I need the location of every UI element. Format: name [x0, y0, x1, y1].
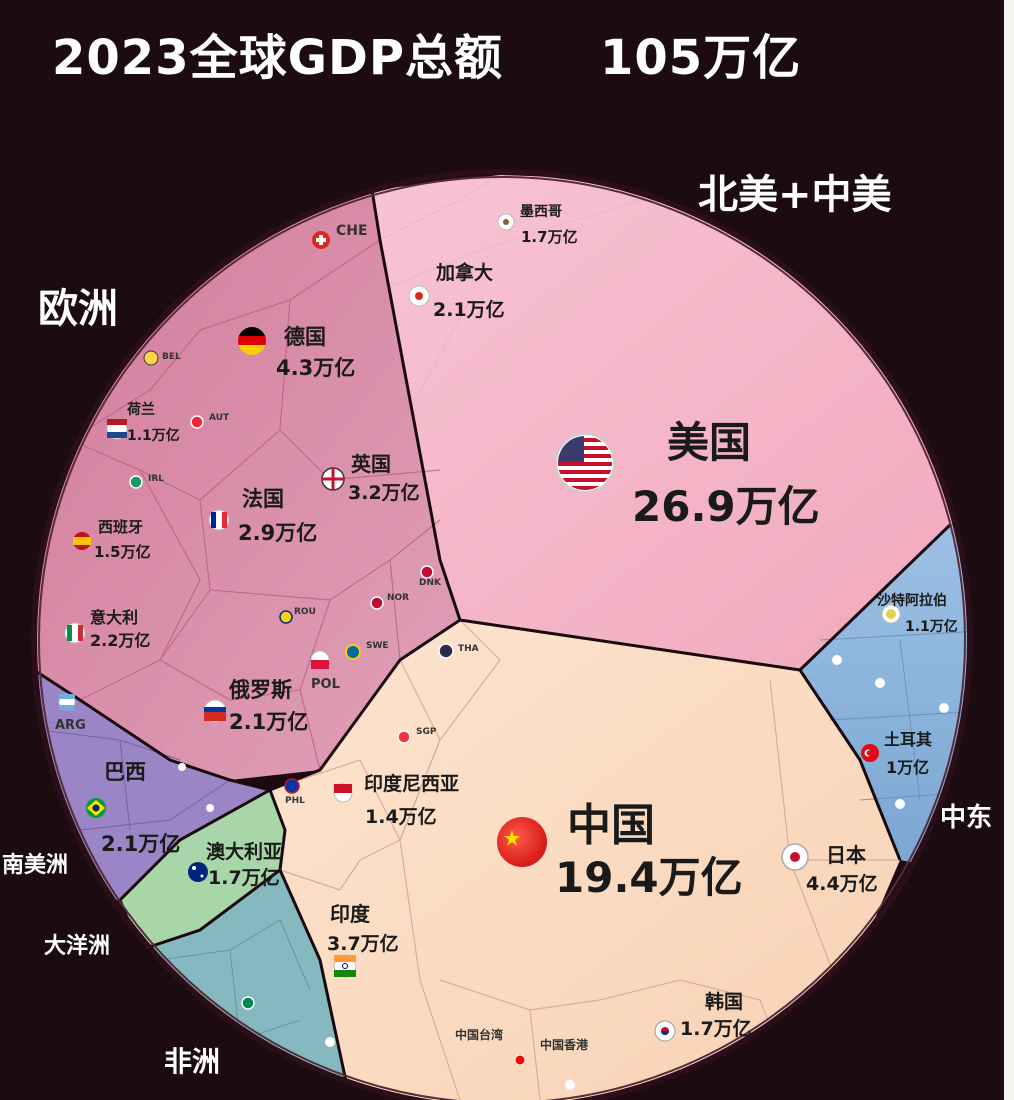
label-australia-value: 1.7万亿	[208, 866, 280, 889]
argentina-flag-icon	[58, 693, 76, 711]
label-mexico-value: 1.7万亿	[521, 228, 578, 246]
korea-flag-icon	[654, 1020, 676, 1042]
small-flag-icons	[129, 350, 949, 1090]
cell-borders-na	[379, 179, 641, 411]
australia-flag-icon	[188, 862, 208, 882]
label-france-value: 2.9万亿	[238, 521, 317, 545]
label-turkey-name: 土耳其	[884, 730, 932, 749]
label-china-value: 19.4万亿	[555, 853, 743, 902]
label-saudi-value: 1.1万亿	[905, 618, 958, 635]
label-canada-value: 2.1万亿	[433, 298, 505, 321]
label-india-value: 3.7万亿	[327, 932, 399, 955]
region-asia	[270, 620, 900, 1100]
label-mexico-name: 墨西哥	[520, 204, 562, 220]
us-flag-icon	[555, 433, 615, 493]
china-flag-icon	[497, 817, 547, 867]
label-russia-name: 俄罗斯	[228, 678, 292, 702]
region-label-middle-east: 中东	[940, 802, 992, 833]
region-label-oceania: 大洋洲	[44, 933, 110, 959]
germany-flag-icon	[238, 327, 266, 355]
code-phl: PHL	[285, 796, 305, 806]
uk-flag-icon	[321, 467, 345, 491]
mexico-flag-icon	[497, 213, 515, 231]
small-cell-codes: CHE BEL AUT IRL POL SWE NOR DNK ROU ARG …	[55, 223, 589, 1052]
label-brazil-name: 巴西	[104, 760, 146, 784]
label-netherlands-name: 荷兰	[126, 401, 155, 418]
label-germany-value: 4.3万亿	[276, 356, 355, 380]
label-usa-name: 美国	[667, 418, 751, 467]
chart-total: 105万亿	[600, 30, 802, 86]
code-sgp: SGP	[416, 727, 437, 737]
russia-flag-icon	[203, 699, 227, 723]
label-saudi-name: 沙特阿拉伯	[877, 592, 947, 609]
japan-flag-icon	[781, 843, 809, 871]
region-label-north-america: 北美+中美	[698, 172, 892, 218]
chart-title: 2023全球GDP总额	[52, 30, 504, 86]
code-hkg: 中国香港	[540, 1037, 589, 1052]
code-rou: ROU	[294, 607, 316, 617]
cell-borders-me	[819, 629, 970, 801]
label-japan-name: 日本	[826, 843, 866, 867]
label-uk-name: 英国	[351, 452, 391, 476]
label-india-name: 印度	[330, 902, 371, 926]
saudi-flag-icon	[881, 604, 901, 624]
label-uk-value: 3.2万亿	[348, 481, 420, 504]
label-korea-name: 韩国	[705, 990, 743, 1013]
code-swe: SWE	[366, 641, 389, 651]
canada-flag-icon	[408, 285, 430, 307]
code-aut: AUT	[209, 413, 230, 423]
inner-ring	[38, 176, 966, 1100]
code-dnk: DNK	[419, 578, 442, 588]
label-korea-value: 1.7万亿	[680, 1017, 752, 1040]
label-indonesia-value: 1.4万亿	[365, 805, 437, 828]
label-netherlands-value: 1.1万亿	[127, 427, 180, 444]
poland-flag-icon	[310, 650, 330, 670]
label-italy-value: 2.2万亿	[90, 631, 150, 650]
label-brazil-value: 2.1万亿	[101, 832, 180, 856]
label-spain-name: 西班牙	[98, 518, 143, 536]
turkey-flag-icon	[861, 744, 879, 762]
indonesia-flag-icon	[333, 783, 353, 803]
code-irl: IRL	[148, 474, 164, 484]
netherlands-flag-icon	[106, 418, 128, 440]
label-russia-value: 2.1万亿	[229, 710, 308, 734]
code-che: CHE	[336, 223, 368, 239]
label-germany-name: 德国	[284, 325, 326, 349]
label-china-name: 中国	[567, 800, 655, 851]
cell-labels: 美国 26.9万亿 中国 19.4万亿 日本 4.4万亿 德国 4.3万亿 印度…	[90, 204, 958, 1040]
code-bel: BEL	[162, 352, 181, 362]
outer-ring	[31, 169, 973, 1100]
code-tha: THA	[458, 644, 479, 654]
label-indonesia-name: 印度尼西亚	[364, 772, 459, 795]
brazil-flag-icon	[86, 798, 106, 818]
code-arg: ARG	[55, 718, 86, 733]
region-label-africa: 非洲	[164, 1045, 220, 1078]
label-japan-value: 4.4万亿	[806, 872, 878, 895]
label-australia-name: 澳大利亚	[206, 840, 282, 863]
label-turkey-value: 1万亿	[886, 758, 929, 777]
region-labels: 北美+中美 欧洲 中东 南美洲 大洋洲 非洲	[2, 172, 992, 1078]
code-twn: 中国台湾	[455, 1027, 503, 1042]
region-label-south-america: 南美洲	[2, 852, 68, 878]
india-flag-icon	[333, 954, 357, 978]
label-italy-name: 意大利	[90, 608, 138, 627]
label-usa-value: 26.9万亿	[632, 482, 820, 531]
code-nor: NOR	[387, 593, 409, 603]
code-pol: POL	[311, 677, 340, 692]
label-canada-name: 加拿大	[435, 261, 493, 284]
italy-flag-icon	[64, 622, 86, 644]
region-label-europe: 欧洲	[38, 286, 118, 332]
label-france-name: 法国	[242, 487, 284, 511]
switzerland-flag-icon	[312, 231, 330, 249]
france-flag-icon	[208, 509, 230, 531]
label-spain-value: 1.5万亿	[94, 543, 151, 561]
spain-flag-icon	[73, 532, 91, 550]
